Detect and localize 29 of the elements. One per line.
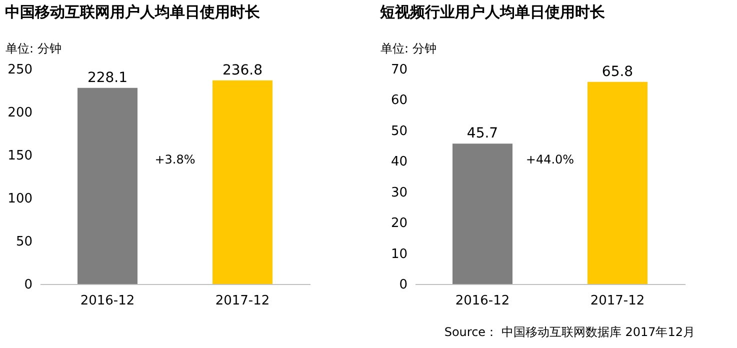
- y-tick-label: 30: [390, 185, 408, 200]
- y-axis-title: 单位: 分钟: [6, 42, 62, 56]
- x-tick-label: 2016-12: [80, 294, 135, 308]
- y-tick-label: 0: [399, 278, 408, 292]
- x-tick-label: 2016-12: [455, 294, 510, 308]
- y-axis-title: 单位: 分钟: [380, 42, 436, 56]
- y-tick-label: 70: [390, 62, 408, 78]
- y-tick-label: 10: [390, 246, 408, 262]
- y-tick-label: 250: [8, 62, 32, 78]
- x-tick-label: 2017-12: [590, 294, 645, 308]
- annotation: +3.8%: [154, 152, 196, 166]
- source-note: Source： 中国移动互联网数据库 2017年12月: [444, 325, 695, 339]
- chart-title: 短视频行业用户人均单日使用时长: [379, 3, 606, 21]
- x-tick-label: 2017-12: [215, 294, 270, 308]
- data-label: 236.8: [222, 62, 263, 78]
- data-label: 65.8: [602, 64, 634, 80]
- data-label: 45.7: [466, 126, 498, 142]
- y-tick-label: 100: [8, 192, 32, 206]
- annotation: +44.0%: [526, 152, 574, 166]
- y-tick-label: 20: [390, 216, 408, 232]
- y-tick-label: 50: [16, 234, 32, 250]
- y-tick-label: 150: [8, 148, 32, 164]
- y-tick-label: 50: [390, 124, 408, 139]
- chart-title: 中国移动互联网用户人均单日使用时长: [5, 3, 261, 21]
- y-tick-label: 200: [8, 106, 32, 120]
- data-label: 228.1: [87, 70, 128, 86]
- y-tick-label: 60: [390, 93, 408, 108]
- y-tick-label: 40: [390, 154, 408, 170]
- y-tick-label: 0: [24, 278, 32, 292]
